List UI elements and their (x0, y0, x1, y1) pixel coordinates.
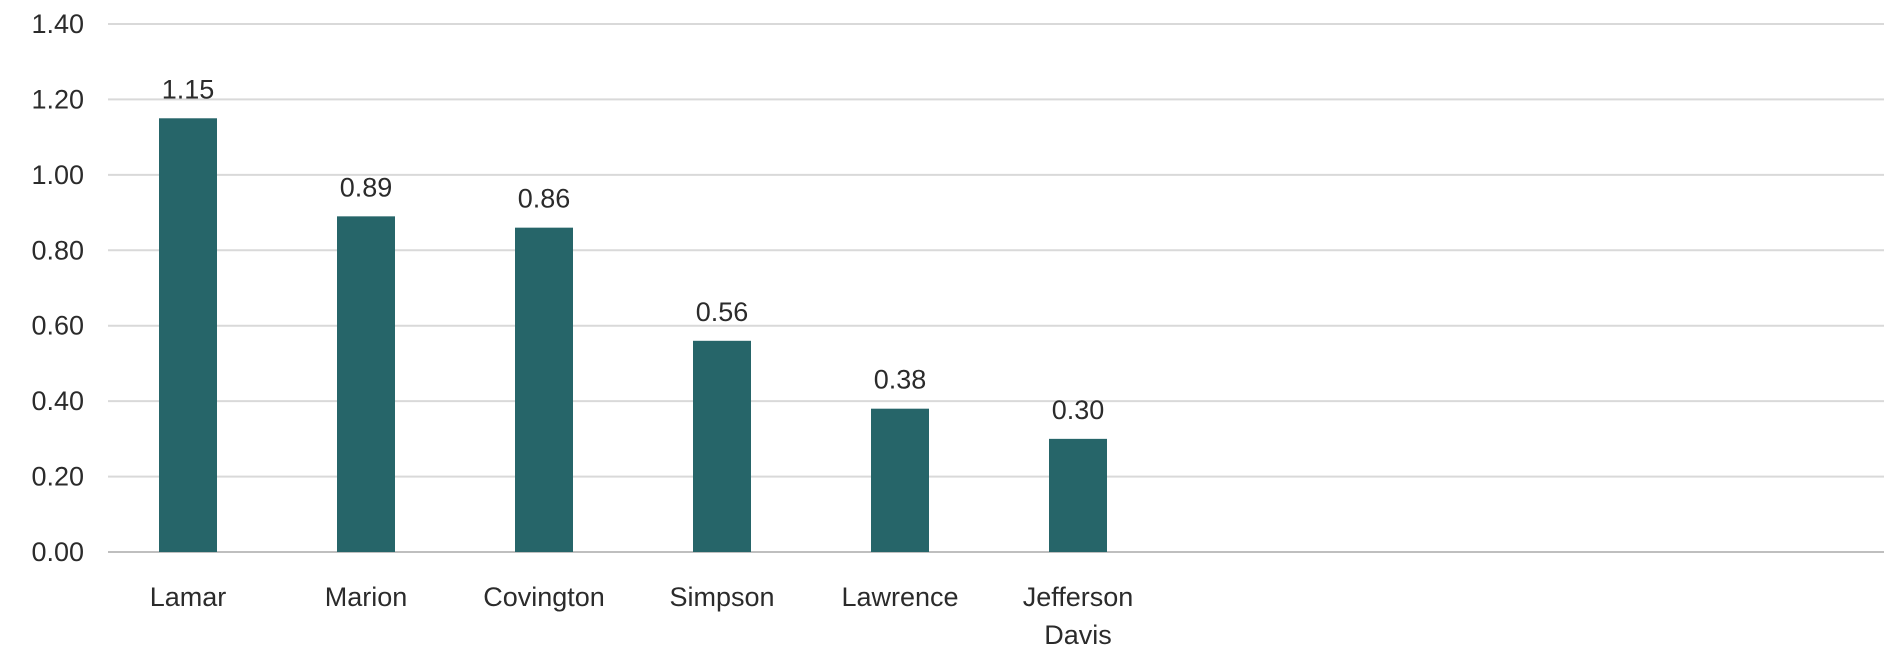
bar (1049, 438, 1107, 552)
y-tick-label: 1.20 (31, 84, 84, 114)
x-category-label: Simpson (669, 582, 774, 612)
bar (159, 118, 217, 553)
y-tick-label: 0.80 (31, 235, 84, 265)
gridlines (108, 23, 1884, 553)
y-tick-label: 0.60 (31, 311, 84, 341)
x-category-label: Davis (1044, 620, 1112, 650)
data-label: 1.15 (162, 74, 215, 104)
y-tick-label: 0.00 (31, 537, 84, 567)
data-label: 0.56 (696, 297, 749, 327)
y-tick-label: 0.20 (31, 462, 84, 492)
x-category-label: Covington (483, 582, 605, 612)
x-category-label: Marion (325, 582, 408, 612)
bar (337, 216, 395, 553)
bars (159, 118, 1107, 553)
y-tick-label: 1.00 (31, 160, 84, 190)
x-category-label: Lawrence (841, 582, 958, 612)
data-labels: 1.15 0.89 0.86 0.56 0.38 0.30 (162, 74, 1105, 425)
bar (515, 227, 573, 552)
bar (693, 340, 751, 552)
data-label: 0.30 (1052, 395, 1105, 425)
y-tick-label: 0.40 (31, 386, 84, 416)
y-axis-ticks: 0.00 0.20 0.40 0.60 0.80 1.00 1.20 1.40 (31, 9, 84, 567)
x-axis-categories: Lamar Marion Covington Simpson Lawrence Jeffe… (150, 582, 1134, 650)
data-label: 0.89 (340, 172, 393, 202)
data-label: 0.86 (518, 184, 571, 214)
x-category-label: Lamar (150, 582, 227, 612)
x-category-label: Jefferson (1023, 582, 1134, 612)
bar (871, 408, 929, 552)
data-label: 0.38 (874, 365, 927, 395)
y-tick-label: 1.40 (31, 9, 84, 39)
